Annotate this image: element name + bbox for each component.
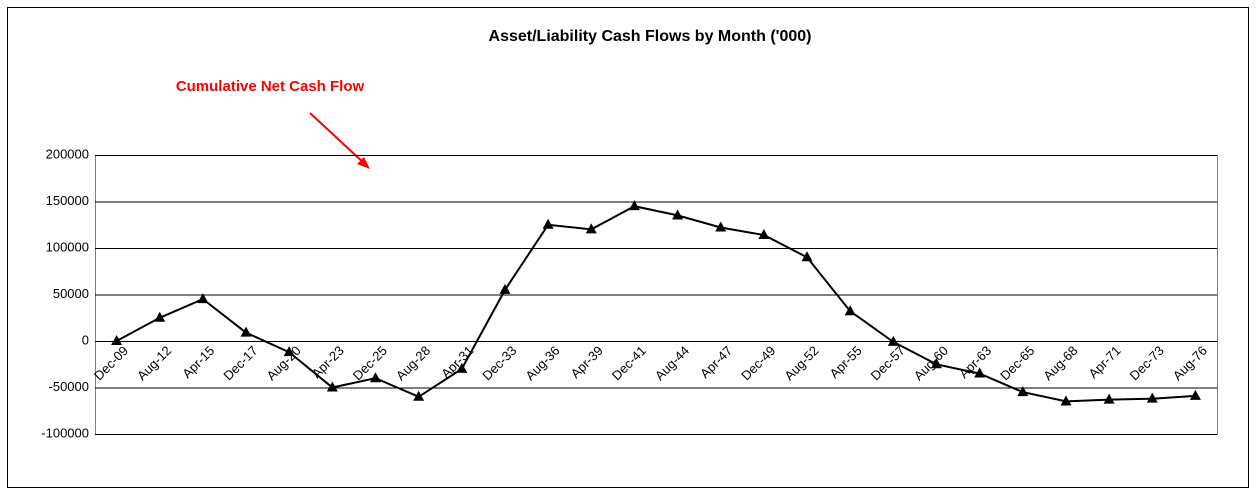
marker: [240, 326, 252, 337]
marker: [1189, 389, 1201, 400]
marker: [1017, 386, 1029, 397]
marker: [1146, 392, 1158, 403]
marker: [801, 251, 813, 262]
marker: [758, 228, 770, 239]
annotation-arrowhead: [357, 157, 370, 169]
marker: [974, 367, 986, 378]
marker: [154, 311, 166, 322]
marker: [542, 218, 554, 229]
line: [116, 205, 1196, 403]
marker: [887, 335, 899, 346]
marker: [326, 381, 338, 392]
marker: [283, 346, 295, 357]
marker: [370, 372, 381, 383]
marker: [197, 293, 209, 304]
y-tick-label: -100000: [41, 425, 89, 440]
marker: [499, 283, 511, 294]
annotation: Cumulative Net Cash Flow: [176, 78, 365, 95]
marker: [715, 221, 727, 232]
marker: [585, 223, 597, 234]
marker: [1060, 395, 1072, 406]
marker: [931, 358, 942, 369]
marker: [111, 335, 123, 345]
marker: [456, 362, 468, 373]
marker: [844, 305, 856, 316]
marker: [672, 209, 684, 220]
marker: [628, 200, 640, 211]
chart-title: Asset/Liability Cash Flows by Month ('00…: [489, 28, 812, 45]
y-tick-label: -50000: [49, 379, 89, 394]
y-tick-label: 50000: [53, 286, 89, 301]
marker: [413, 390, 425, 401]
y-tick-label: 0: [82, 332, 89, 347]
y-tick-label: 150000: [46, 193, 89, 208]
marker: [1103, 393, 1115, 404]
annotation-arrow: [309, 112, 367, 166]
y-tick-label: 100000: [46, 239, 89, 254]
y-tick-label: 200000: [46, 146, 89, 161]
